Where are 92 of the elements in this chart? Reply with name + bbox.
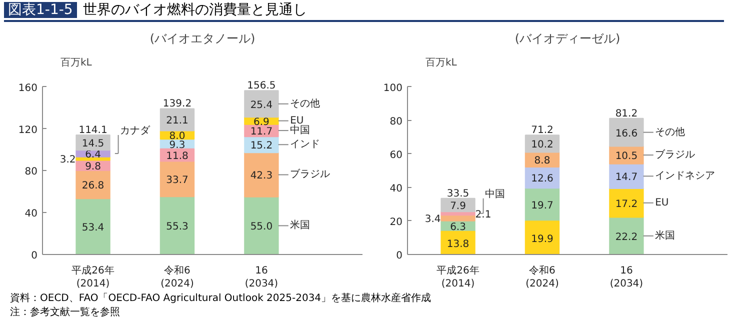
series-label: インド <box>290 139 320 150</box>
total-label: 71.2 <box>531 125 554 136</box>
data-label: 16.6 <box>615 128 638 140</box>
y-tick-label: 80 <box>390 116 403 128</box>
y-axis-title: 百万kL <box>60 58 92 68</box>
text: 資料：OECD、FAO「OECD-FAO Agricultural Outlook 2025-2034」を基に農林水産省作成 <box>10 293 432 304</box>
series-label: 米国 <box>290 219 310 232</box>
bar <box>524 134 560 153</box>
y-tick-label: 80 <box>24 166 38 178</box>
series-label: EU <box>290 115 304 126</box>
data-label: 55.0 <box>250 222 273 233</box>
data-label: 25.4 <box>250 100 273 111</box>
bar <box>160 196 195 254</box>
y-tick-label: 20 <box>390 216 403 228</box>
data-label: 6.3 <box>450 222 466 234</box>
bar <box>160 108 195 132</box>
series-label: 米国 <box>655 229 676 242</box>
bar <box>440 214 476 222</box>
bar <box>609 118 644 147</box>
bar <box>244 196 279 254</box>
series-label: EU <box>655 197 669 208</box>
bar <box>160 160 195 198</box>
data-label: 10.2 <box>531 140 554 151</box>
bar <box>244 152 279 198</box>
chart-title: 図表1-1-5 世界のバイオ燃料の消費量と見通し <box>7 2 307 18</box>
data-label: 6.9 <box>253 116 270 128</box>
data-label: 10.5 <box>615 151 638 162</box>
total-label: 156.5 <box>247 80 276 92</box>
series-label: その他 <box>655 126 686 138</box>
x-tick-label: 平成26年 (2014) <box>436 264 480 290</box>
data-label: 9.3 <box>169 140 186 152</box>
total-label: 33.5 <box>446 188 470 200</box>
data-label: 21.1 <box>166 116 188 127</box>
bar <box>244 90 279 118</box>
y-tick-label: 160 <box>18 82 38 94</box>
data-label: 26.8 <box>82 180 104 192</box>
x-tick-label: 令和6 (2024) <box>526 264 559 290</box>
data-label: 8.8 <box>534 156 550 167</box>
data-label: 53.4 <box>82 222 104 234</box>
x-tick-label: 16 (2034) <box>244 266 278 290</box>
data-label: 3.4 <box>424 214 441 225</box>
chart-subtitle: (バイオディーゼル) <box>514 32 620 46</box>
y-tick-label: 0 <box>396 250 403 262</box>
series-label: インドネシア <box>655 170 716 182</box>
y-tick-label: 120 <box>18 124 38 136</box>
data-label: 11.7 <box>250 126 273 138</box>
bar <box>609 216 644 254</box>
x-tick-label: 令和6 (2024) <box>160 264 194 290</box>
chart-subtitle: (バイオエタノール) <box>150 32 256 46</box>
series-label: 中国 <box>290 124 310 136</box>
bar <box>440 198 476 212</box>
data-label: 14.7 <box>615 172 638 184</box>
data-label: 14.5 <box>82 138 104 150</box>
data-label: 2.1 <box>475 209 492 220</box>
data-label: 17.2 <box>615 198 638 210</box>
y-tick-label: 40 <box>390 183 403 194</box>
bar <box>524 220 560 254</box>
bar <box>440 230 476 254</box>
total-label: 81.2 <box>615 108 638 120</box>
y-tick-label: 0 <box>31 250 38 262</box>
data-label: 19.9 <box>531 234 554 245</box>
data-label: 22.2 <box>615 232 638 243</box>
series-label: その他 <box>290 97 320 110</box>
data-label: 3.2 <box>60 154 76 166</box>
data-label: 55.3 <box>166 222 188 233</box>
y-tick-label: 40 <box>24 208 38 220</box>
bar <box>609 188 644 218</box>
y-tick-label: 100 <box>383 82 403 94</box>
data-label: 9.8 <box>85 161 101 172</box>
x-tick-label: 16 (2034) <box>610 266 644 290</box>
series-label: 中国 <box>484 188 505 200</box>
y-tick-label: 60 <box>390 150 403 161</box>
data-label: 19.7 <box>531 200 554 212</box>
x-tick-label: 平成26年 (2014) <box>72 264 114 290</box>
data-label: 8.0 <box>169 130 186 142</box>
text: 注：参考文献一覧を参照 <box>10 307 120 318</box>
total-label: 114.1 <box>78 124 108 136</box>
series-label: ブラジル <box>290 168 330 180</box>
bar <box>609 163 644 189</box>
data-label: 33.7 <box>166 174 188 186</box>
data-label: 13.8 <box>446 238 470 250</box>
data-label: 12.6 <box>531 174 554 185</box>
data-label: 11.8 <box>166 151 188 162</box>
data-label: 7.9 <box>450 200 466 212</box>
bar <box>76 198 110 254</box>
series-label: カナダ <box>120 124 151 136</box>
data-label: 15.2 <box>250 140 273 152</box>
bar <box>76 170 110 200</box>
y-axis-title: 百万kL <box>426 58 458 68</box>
data-label: 42.3 <box>250 170 273 182</box>
series-label: ブラジル <box>655 148 696 161</box>
total-label: 139.2 <box>162 98 192 110</box>
